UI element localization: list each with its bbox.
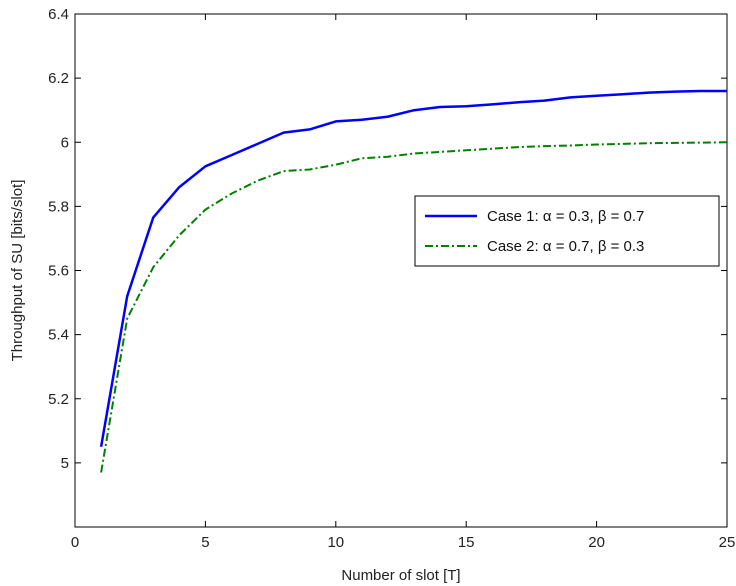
x-tick-label: 15 — [458, 534, 475, 551]
series-layer — [99, 89, 728, 473]
plot-area — [74, 13, 728, 528]
legend-box — [414, 195, 720, 267]
legend-label-case-2: Case 2: α = 0.7, β = 0.3 — [487, 238, 644, 255]
y-tick-label: 5.6 — [48, 263, 69, 280]
x-tick-label: 0 — [71, 534, 79, 551]
series-line-case-1 — [99, 89, 727, 448]
x-tick-label: 20 — [588, 534, 605, 551]
y-tick-label: 5.4 — [48, 327, 69, 344]
plot-frame — [74, 13, 728, 528]
y-tick-label: 6.4 — [48, 6, 69, 23]
x-tick-label: 10 — [327, 534, 344, 551]
y-axis-label: Throughput of SU [bits/slot] — [9, 180, 26, 362]
y-tick-label: 5.2 — [48, 391, 69, 408]
tick-labels: 0 5 10 15 20 25 5 5.2 5.4 5.6 5.8 6 6.2 6.4 — [48, 6, 735, 551]
legend: Case 1: α = 0.3, β = 0.7 Case 2: α = 0.7… — [414, 195, 720, 267]
y-tick-label: 6.2 — [48, 70, 69, 87]
x-tick-label: 25 — [719, 534, 736, 551]
legend-label-case-1: Case 1: α = 0.3, β = 0.7 — [487, 208, 644, 225]
series-line-case-2 — [100, 141, 728, 473]
x-axis-label: Number of slot [T] — [341, 567, 460, 584]
y-tick-label: 5 — [61, 455, 69, 472]
y-tick-label: 6 — [61, 134, 69, 151]
x-tick-label: 5 — [201, 534, 209, 551]
y-tick-label: 5.8 — [48, 198, 69, 215]
tick-marks — [74, 13, 728, 527]
